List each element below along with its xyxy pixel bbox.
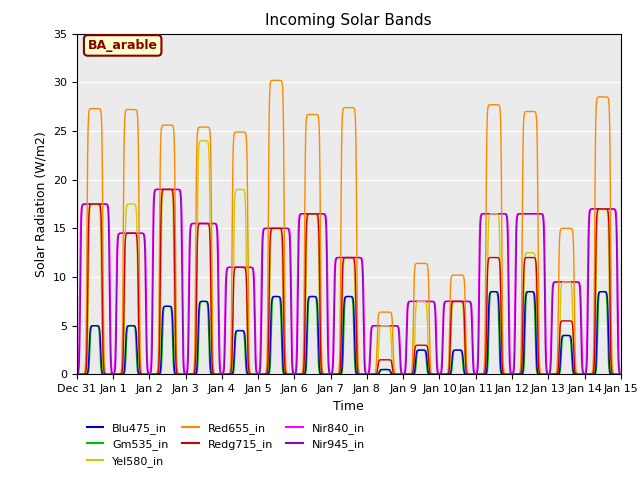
Y-axis label: Solar Radiation (W/m2): Solar Radiation (W/m2) — [35, 131, 47, 277]
X-axis label: Time: Time — [333, 400, 364, 413]
Text: BA_arable: BA_arable — [88, 39, 157, 52]
Title: Incoming Solar Bands: Incoming Solar Bands — [266, 13, 432, 28]
Legend: Blu475_in, Gm535_in, Yel580_in, Red655_in, Redg715_in, Nir840_in, Nir945_in: Blu475_in, Gm535_in, Yel580_in, Red655_i… — [83, 419, 369, 471]
